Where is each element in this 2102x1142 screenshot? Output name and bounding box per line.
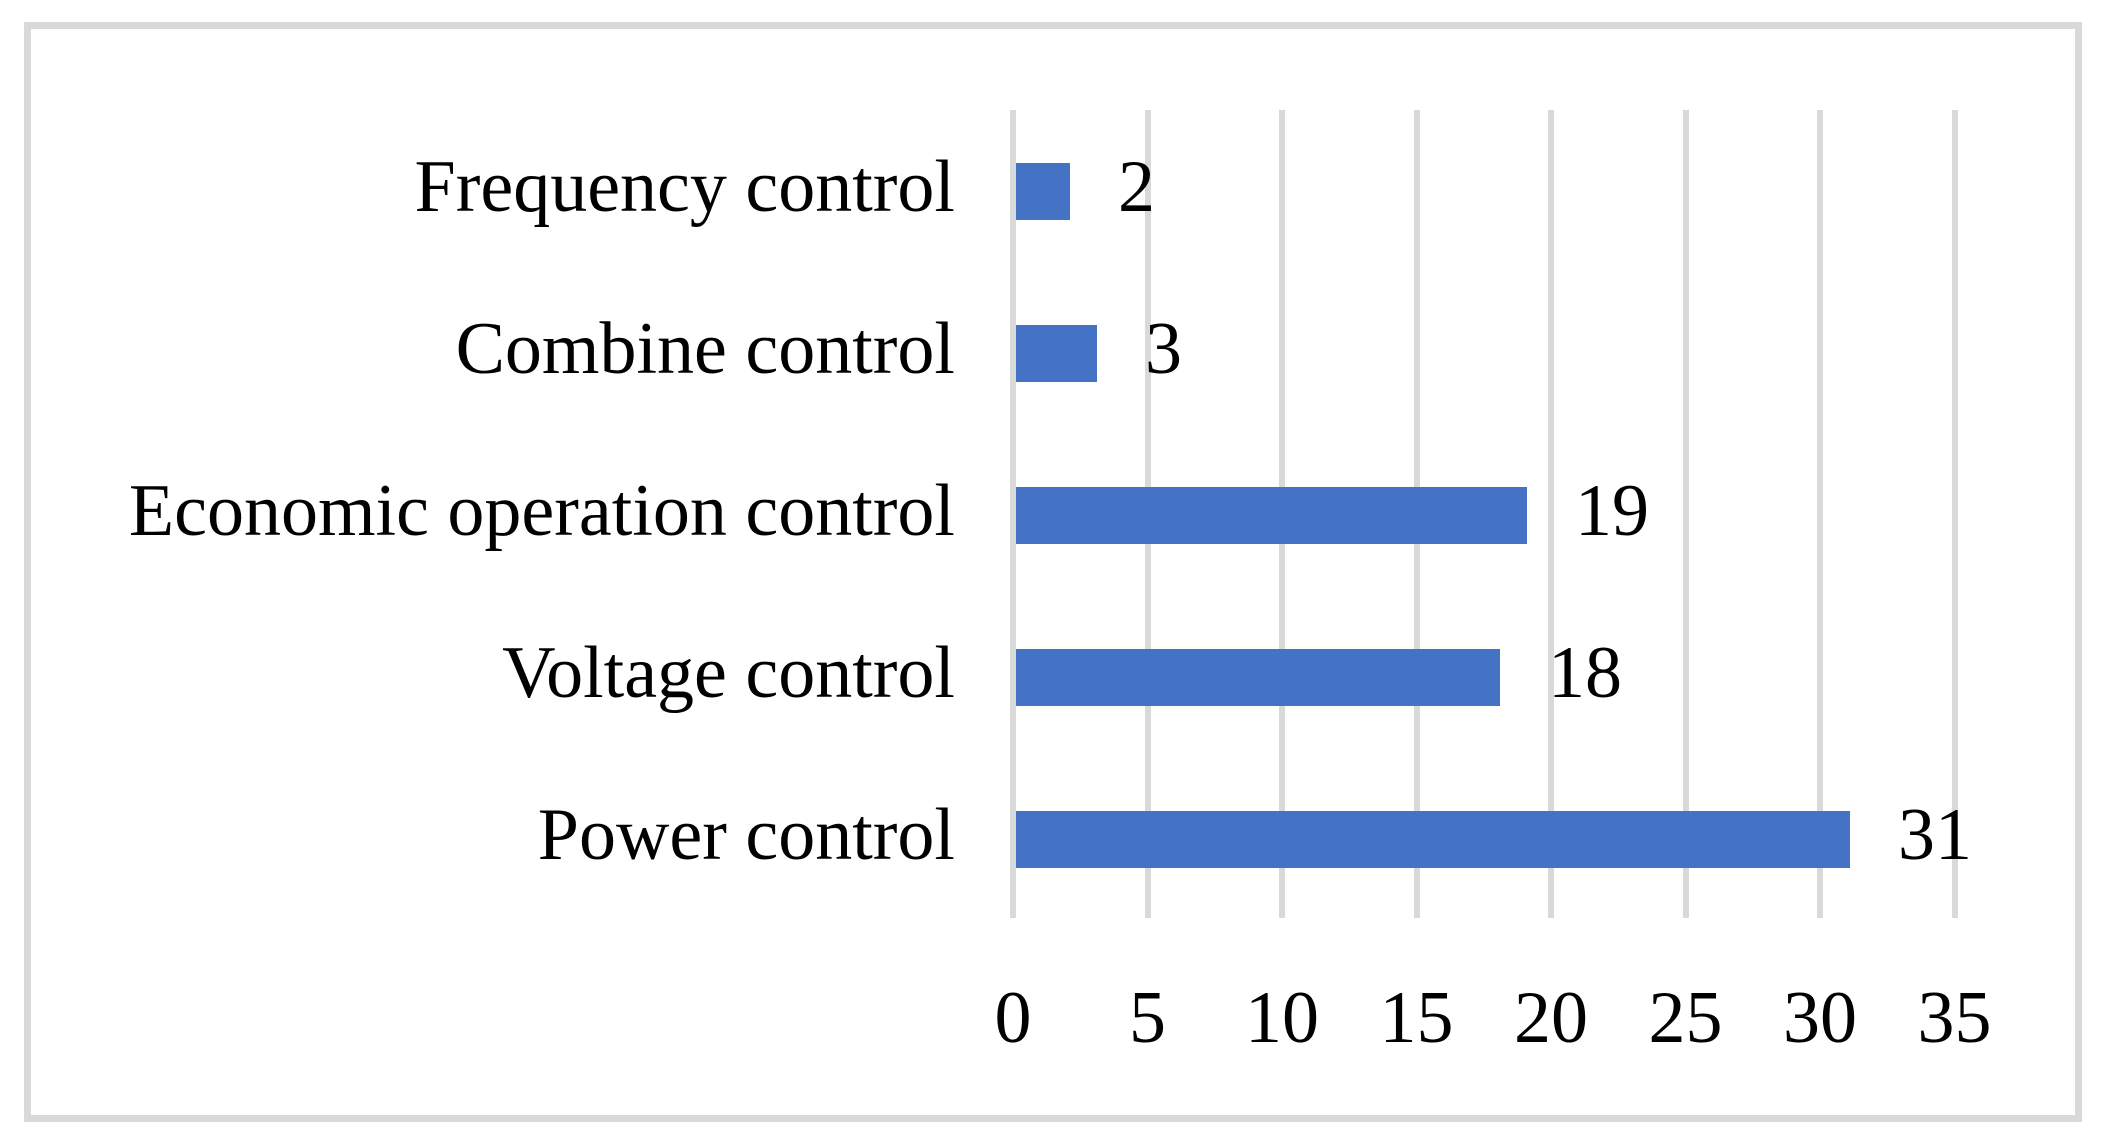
x-axis-tick-label-0: 0 (994, 977, 1032, 1059)
gridline-x-35 (1951, 110, 1958, 918)
category-label: Combine control (455, 308, 955, 390)
category-label: Power control (537, 794, 955, 876)
x-axis-tick-label-15: 15 (1379, 977, 1454, 1059)
data-label: 19 (1575, 470, 1649, 552)
category-label: Frequency control (414, 146, 955, 228)
bar-economic-operation-control (1016, 486, 1527, 544)
data-label: 2 (1118, 146, 1155, 228)
x-axis-tick-label-35: 35 (1917, 977, 1992, 1059)
bar-combine-control (1016, 324, 1097, 382)
gridline-x-20 (1548, 110, 1554, 918)
gridline-x-0 (1010, 110, 1016, 918)
data-label: 18 (1548, 632, 1622, 714)
x-axis-tick-label-30: 30 (1783, 977, 1857, 1059)
bar-power-control (1016, 810, 1850, 868)
gridline-x-30 (1817, 110, 1823, 918)
x-axis-tick-label-10: 10 (1245, 977, 1319, 1059)
category-label: Voltage control (502, 632, 955, 714)
category-label: Economic operation control (128, 470, 955, 552)
bar-voltage-control (1016, 648, 1500, 706)
x-axis-tick-label-5: 5 (1129, 977, 1166, 1059)
bar-frequency-control (1016, 162, 1070, 220)
data-label: 3 (1145, 308, 1182, 390)
gridline-x-25 (1682, 110, 1689, 918)
data-label: 31 (1898, 794, 1972, 876)
x-axis-tick-label-20: 20 (1514, 977, 1588, 1059)
x-axis-tick-label-25: 25 (1648, 977, 1723, 1059)
